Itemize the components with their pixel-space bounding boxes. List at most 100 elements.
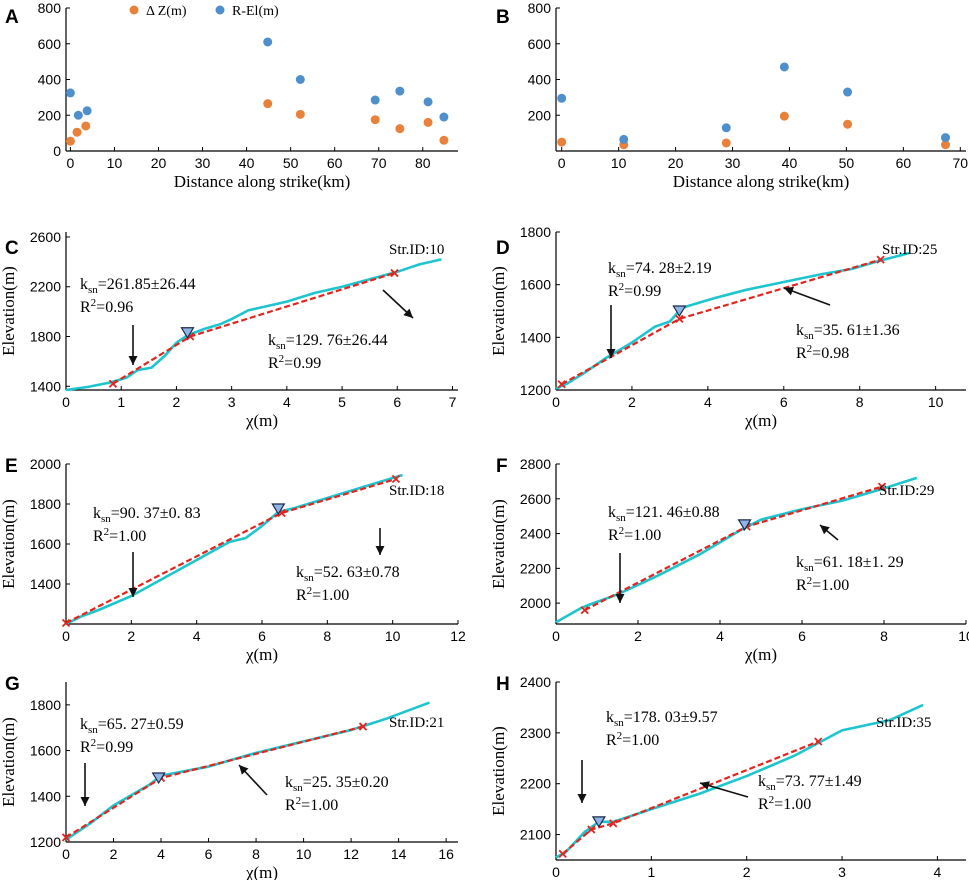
y-tick-label: 1400: [30, 788, 61, 804]
ksn-fit-line: [561, 740, 819, 855]
knickpoint-triangle: [672, 305, 687, 318]
ksn-annotation: ksn=261.85±26.44: [80, 276, 196, 296]
x-tick-label: 6: [798, 628, 806, 644]
x-tick-label: 6: [205, 846, 213, 862]
panel-g: G 0 2 4 6 8 10 12 14 16 1200 1400 1600 1800 χ(m) Elevat…: [0, 674, 458, 880]
x-tick-label: 3: [228, 394, 236, 410]
knickpoint-triangle: [271, 503, 286, 516]
y-tick-label: 2200: [520, 776, 551, 792]
arrow-head: [403, 308, 413, 318]
segment-endpoint-marker: [580, 605, 589, 615]
stream-id: Str.ID:18: [389, 483, 444, 499]
point-r-el: [843, 87, 853, 97]
y-axis-label: Elevation(m): [0, 717, 18, 807]
ksn-annotation: ksn=74. 28±2.19: [608, 260, 712, 280]
x-tick-label: 30: [725, 155, 741, 171]
arrow-head: [820, 525, 830, 535]
point-delta-z: [557, 137, 567, 147]
y-axis-label: Elevation(m): [0, 266, 18, 356]
point-r-el: [73, 110, 83, 120]
panel-label-c: C: [5, 238, 19, 259]
point-r-el: [557, 93, 567, 103]
arrow-head: [606, 349, 616, 358]
arrow-head: [784, 286, 795, 296]
y-tick-label: 2600: [30, 229, 61, 245]
x-axis-label: χ(m): [744, 411, 777, 430]
ksn-annotation: ksn=25. 35±0.20: [285, 774, 389, 794]
segment-endpoint-marker: [877, 482, 887, 491]
ksn-annotation: ksn=65. 27±0.59: [80, 716, 184, 736]
y-axis-label: Elevation(m): [489, 499, 508, 589]
x-tick-label: 8: [880, 628, 888, 644]
x-tick-label: 2: [173, 394, 181, 410]
segment-endpoint-marker: [61, 618, 71, 628]
panel-label-a: A: [5, 7, 19, 28]
arrow-head: [577, 794, 587, 803]
x-tick-label: 40: [239, 155, 255, 171]
ksn-annotation: ksn=90. 37±0. 83: [93, 505, 201, 525]
x-tick-label: 70: [953, 155, 969, 171]
river-profile-line: [65, 473, 403, 626]
x-tick-label: 50: [839, 155, 855, 171]
point-r-el: [263, 37, 273, 47]
panel-c: C 0 1 2 3 4 5 6 7 1400 1800 2200 2600 χ(m) Elevation(m…: [0, 229, 458, 430]
x-tick-label: 60: [896, 155, 912, 171]
segment-endpoint-marker: [876, 255, 885, 264]
river-profile-line: [65, 258, 442, 392]
y-axis-label: Elevation(m): [489, 266, 508, 356]
segment-endpoint-marker: [358, 722, 368, 731]
y-tick-label: 400: [528, 72, 552, 88]
x-tick-label: 2: [743, 864, 751, 880]
point-r-el: [295, 75, 305, 84]
point-delta-z: [395, 124, 405, 134]
y-tick-label: 1800: [520, 224, 551, 240]
arrow-head: [128, 356, 138, 365]
point-delta-z: [72, 127, 82, 137]
x-tick-label: 20: [668, 155, 684, 171]
x-tick-label: 4: [283, 394, 291, 410]
point-r-el: [941, 133, 950, 143]
segment-endpoint-marker: [558, 849, 567, 859]
point-r-el: [65, 88, 75, 98]
stream-id: Str.ID:10: [389, 242, 444, 258]
stream-id: Str.ID:21: [389, 715, 444, 731]
x-tick-label: 30: [195, 155, 211, 171]
y-tick-label: 2000: [520, 595, 551, 611]
x-tick-label: 0: [62, 846, 70, 862]
x-tick-label: 8: [323, 628, 331, 644]
knickpoint-triangle: [151, 772, 166, 785]
ksn-annotation: ksn=73. 77±1.49: [758, 773, 862, 793]
point-delta-z: [295, 109, 305, 119]
y-tick-label: 0: [53, 143, 61, 159]
x-tick-label: 12: [450, 628, 466, 644]
x-tick-label: 4: [157, 846, 165, 862]
y-tick-label: 1800: [30, 329, 61, 345]
x-tick-label: 6: [780, 394, 788, 410]
y-tick-label: 800: [38, 0, 62, 16]
x-tick-label: 2: [628, 394, 636, 410]
x-tick-label: 6: [393, 394, 401, 410]
y-tick-label: 2100: [520, 827, 551, 843]
y-axis-label: Elevation(m): [0, 499, 18, 589]
panel-f: F 0 2 4 6 8 10 2000 2200 2400 2600 2800 χ(m) Elevatio…: [489, 456, 969, 664]
r2-annotation: R2=0.99: [608, 281, 661, 300]
panel-label-e: E: [5, 456, 18, 477]
segment-endpoint-marker: [390, 268, 399, 278]
ksn-annotation: ksn=35. 61±1.36: [796, 322, 900, 342]
arrow-head: [615, 594, 625, 603]
panel-label-g: G: [5, 674, 20, 695]
r2-annotation: R2=1.00: [606, 730, 659, 749]
r2-annotation: R2=1.00: [296, 585, 349, 604]
segment-endpoint-marker: [108, 379, 118, 388]
x-tick-label: 50: [283, 155, 299, 171]
x-tick-label: 0: [62, 628, 70, 644]
x-tick-label: 4: [704, 394, 712, 410]
segment-endpoint-marker: [609, 819, 618, 828]
x-tick-label: 0: [552, 394, 560, 410]
y-tick-label: 2200: [30, 279, 61, 295]
x-tick-label: 16: [438, 846, 454, 862]
panel-d: D 0 2 4 6 8 10 1200 1400 1600 1800 χ(m) Elevation(m)…: [489, 224, 966, 430]
panel-b: B 0 10 20 30 40 50 60 70 200 400 600 800 Distance alo…: [496, 0, 968, 191]
x-axis-label: Distance along strike(km): [174, 172, 351, 191]
r2-annotation: R2=1.00: [285, 795, 338, 814]
